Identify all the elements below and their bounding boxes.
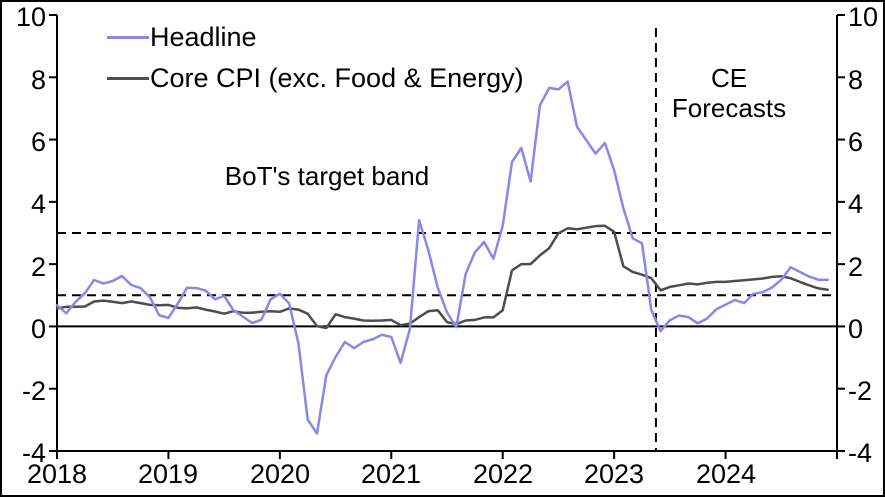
y-axis-label-left: -4	[21, 438, 46, 468]
x-axis-label-2018: 2018	[26, 459, 88, 489]
y-axis-label-right: 6	[848, 127, 864, 157]
legend-item-core-cpi: Core CPI (exc. Food & Energy)	[107, 63, 524, 93]
legend-label: Core CPI (exc. Food & Energy)	[150, 63, 524, 93]
x-axis-label-2024: 2024	[695, 459, 757, 489]
x-axis-label-2020: 2020	[249, 459, 311, 489]
y-axis-label-right: 10	[848, 2, 879, 32]
y-axis-label-left: 6	[30, 127, 46, 157]
y-axis-label-right: 8	[848, 65, 864, 95]
y-axis-label-left: 4	[30, 189, 46, 219]
x-axis-label-2022: 2022	[472, 459, 534, 489]
y-axis-label-left: 8	[30, 65, 46, 95]
y-axis-label-left: -2	[21, 376, 46, 406]
core-cpi-line-swatch	[107, 76, 149, 80]
y-axis-label-right: -4	[848, 438, 873, 468]
y-axis-label-left: 2	[30, 252, 46, 282]
legend: Headline Core CPI (exc. Food & Energy)	[107, 22, 524, 104]
core-cpi-line	[55, 224, 829, 330]
y-axis-label-right: 4	[848, 189, 864, 219]
x-axis-label-2023: 2023	[583, 459, 645, 489]
target-band-annotation: BoT's target band	[224, 161, 430, 191]
y-axis-label-left: 10	[15, 2, 46, 32]
y-axis-label-right: 2	[848, 252, 864, 282]
y-axis-label-right: 0	[848, 314, 864, 344]
forecast-annotation: CE Forecasts	[671, 63, 787, 123]
legend-label: Headline	[150, 22, 257, 52]
y-axis-label-left: 0	[30, 314, 46, 344]
x-axis-label-2021: 2021	[360, 459, 422, 489]
y-axis-label-right: -2	[848, 376, 873, 406]
legend-item-headline: Headline	[107, 22, 524, 52]
headline-line-swatch	[107, 35, 149, 39]
x-axis-label-2019: 2019	[137, 459, 199, 489]
headline-line	[55, 80, 829, 435]
